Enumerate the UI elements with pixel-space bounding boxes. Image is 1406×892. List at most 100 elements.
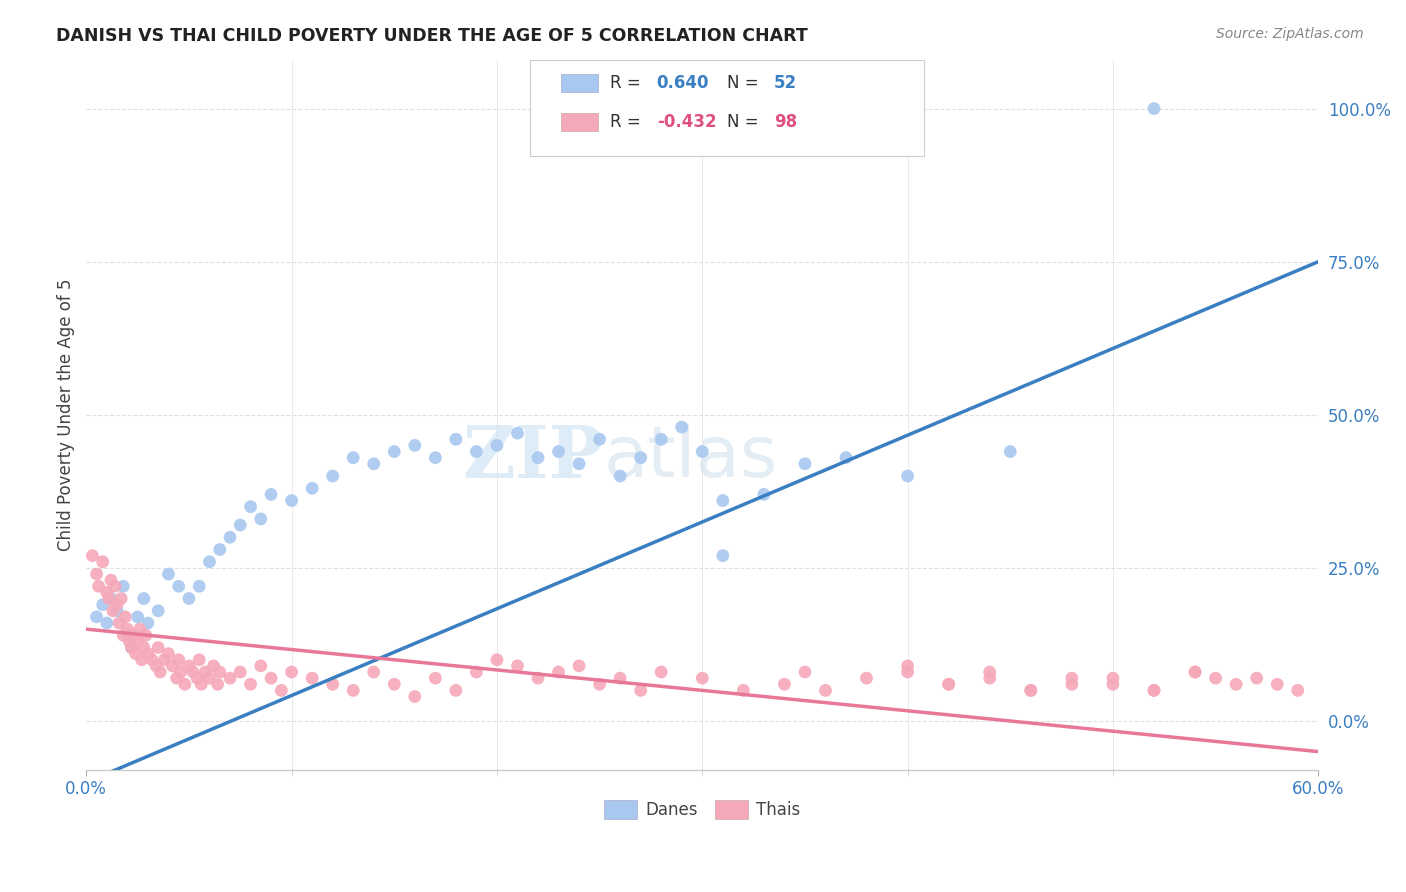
Point — [671, 420, 693, 434]
Point — [86, 610, 108, 624]
Point — [188, 579, 211, 593]
Legend: Danes, Thais: Danes, Thais — [598, 793, 807, 826]
Point — [239, 677, 262, 691]
Point — [135, 628, 157, 642]
Point — [207, 677, 229, 691]
Point — [260, 671, 283, 685]
Point — [188, 653, 211, 667]
Point — [690, 444, 713, 458]
Point — [186, 671, 208, 685]
Point — [166, 671, 188, 685]
Text: 98: 98 — [773, 113, 797, 131]
Point — [114, 610, 136, 624]
Point — [162, 659, 184, 673]
Point — [260, 487, 283, 501]
Point — [733, 683, 755, 698]
Point — [118, 634, 141, 648]
Point — [280, 493, 302, 508]
Point — [342, 683, 364, 698]
Point — [132, 640, 155, 655]
Point — [444, 432, 467, 446]
Point — [198, 555, 221, 569]
Point — [485, 653, 508, 667]
Point — [794, 457, 817, 471]
Point — [322, 677, 344, 691]
Point — [1265, 677, 1288, 691]
Point — [425, 450, 447, 465]
Text: 52: 52 — [773, 74, 797, 92]
Point — [897, 469, 920, 483]
Point — [382, 677, 405, 691]
FancyBboxPatch shape — [561, 113, 598, 130]
Point — [609, 469, 631, 483]
Point — [96, 615, 118, 630]
Point — [301, 481, 323, 495]
Point — [814, 683, 837, 698]
Point — [527, 450, 550, 465]
Point — [650, 432, 672, 446]
Point — [108, 615, 131, 630]
Point — [1184, 665, 1206, 679]
Point — [485, 438, 508, 452]
Point — [167, 579, 190, 593]
Point — [198, 671, 221, 685]
Point — [1019, 683, 1042, 698]
Point — [136, 647, 159, 661]
Point — [146, 604, 169, 618]
Point — [752, 487, 775, 501]
Point — [527, 671, 550, 685]
Point — [1102, 671, 1125, 685]
Point — [250, 512, 273, 526]
Point — [219, 530, 242, 544]
Point — [100, 591, 122, 606]
Point — [229, 665, 252, 679]
Point — [112, 628, 135, 642]
Point — [270, 683, 292, 698]
Point — [465, 444, 488, 458]
Text: Source: ZipAtlas.com: Source: ZipAtlas.com — [1216, 27, 1364, 41]
Point — [117, 628, 139, 642]
Point — [979, 671, 1001, 685]
Point — [91, 598, 114, 612]
Point — [127, 634, 149, 648]
Point — [1019, 683, 1042, 698]
Point — [711, 549, 734, 563]
Point — [363, 665, 385, 679]
Point — [132, 591, 155, 606]
Point — [1060, 671, 1083, 685]
Point — [101, 604, 124, 618]
Point — [794, 665, 817, 679]
Point — [1225, 677, 1247, 691]
Text: DANISH VS THAI CHILD POVERTY UNDER THE AGE OF 5 CORRELATION CHART: DANISH VS THAI CHILD POVERTY UNDER THE A… — [56, 27, 808, 45]
Point — [568, 457, 591, 471]
Point — [149, 665, 172, 679]
Point — [506, 426, 529, 441]
Point — [122, 628, 145, 642]
Point — [1246, 671, 1268, 685]
Point — [342, 450, 364, 465]
Point — [404, 690, 426, 704]
Point — [170, 665, 193, 679]
Point — [630, 683, 652, 698]
Point — [1102, 677, 1125, 691]
Text: ZIP: ZIP — [463, 422, 603, 493]
Point — [146, 640, 169, 655]
Point — [124, 647, 146, 661]
Point — [110, 591, 132, 606]
Point — [157, 647, 180, 661]
Point — [105, 604, 128, 618]
Point — [773, 677, 796, 691]
FancyBboxPatch shape — [530, 60, 924, 155]
Point — [202, 659, 225, 673]
Point — [86, 567, 108, 582]
FancyBboxPatch shape — [561, 74, 598, 92]
Point — [219, 671, 242, 685]
Text: N =: N = — [727, 74, 763, 92]
Point — [835, 450, 858, 465]
Point — [145, 659, 167, 673]
Point — [173, 677, 195, 691]
Point — [855, 671, 877, 685]
Point — [190, 677, 212, 691]
Point — [141, 653, 163, 667]
Point — [1286, 683, 1309, 698]
